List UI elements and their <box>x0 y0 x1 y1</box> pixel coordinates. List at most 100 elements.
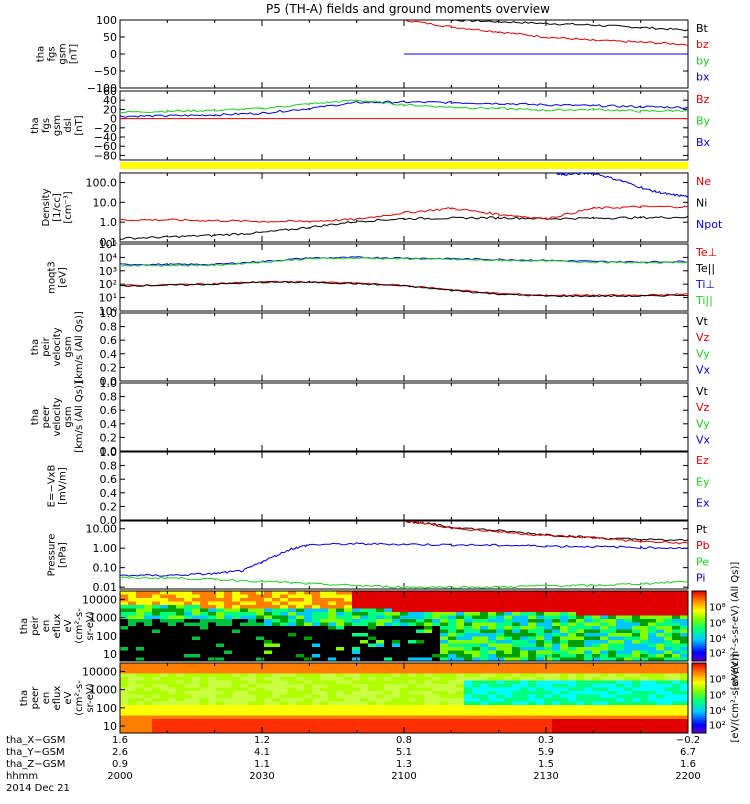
peer-spectrogram-cell <box>480 666 489 671</box>
peir-spectrogram-cell <box>584 629 593 634</box>
peir-spectrogram-cell <box>632 629 641 634</box>
peer-spectrogram-cell <box>544 691 553 695</box>
peir-spectrogram-cell <box>216 591 225 595</box>
peer-spectrogram-cell <box>216 670 225 674</box>
peer-spectrogram-cell <box>432 722 441 727</box>
peer-spectrogram-cell <box>256 701 265 706</box>
peer-spectrogram-cell <box>240 663 249 667</box>
peir-spectrogram-cell <box>648 608 657 613</box>
peir-spectrogram-cell <box>528 622 537 627</box>
peir-spectrogram-cell <box>552 640 561 644</box>
peir-spectrogram-cell <box>336 633 345 637</box>
peir-spectrogram-cell <box>120 608 129 613</box>
peer-spectrogram-cell <box>160 684 169 688</box>
peir-spectrogram-cell <box>496 619 505 623</box>
peer-spectrogram-cell <box>632 712 641 716</box>
peer-spectrogram-cell <box>456 719 465 723</box>
peir-spectrogram-ylabel-line: (cm²-s- <box>74 608 85 644</box>
peir-spectrogram-cell <box>472 591 481 595</box>
peer-spectrogram-cell <box>592 663 601 667</box>
peir-spectrogram-cell <box>576 654 585 658</box>
peir-spectrogram-cell <box>272 598 281 602</box>
peer-spectrogram-cell <box>232 719 241 723</box>
peir-spectrogram-cell <box>176 615 185 620</box>
peir-spectrogram-cell <box>328 636 337 641</box>
peer-spectrogram-cell <box>128 705 137 709</box>
peir-spectrogram-cell <box>160 622 169 627</box>
peir-spectrogram-cell <box>120 601 129 606</box>
peir-spectrogram-cell <box>568 619 577 623</box>
fgs-series-Bt <box>447 20 688 32</box>
peer-spectrogram-cell <box>672 684 681 688</box>
peer-spectrogram-cell <box>552 715 561 720</box>
pressure-ylabel-line: [nPa] <box>58 542 69 568</box>
peer-spectrogram-cell <box>160 715 169 720</box>
fgs-dsl-ytick-label: 0 <box>110 113 117 126</box>
peer-spectrogram-cell <box>624 698 633 702</box>
peir-velocity-ytick-label: 0.0 <box>100 375 118 388</box>
peir-spectrogram-cell <box>448 594 457 599</box>
peer-spectrogram-cell <box>680 670 689 674</box>
peer-spectrogram-cell <box>224 726 233 730</box>
peer-spectrogram-cell <box>400 705 409 709</box>
peer-spectrogram-cell <box>376 719 385 723</box>
peir-spectrogram-cell <box>552 619 561 623</box>
peer-spectrogram-cell <box>304 719 313 723</box>
peer-spectrogram-cell <box>320 698 329 702</box>
peir-spectrogram-cell <box>640 605 649 609</box>
peer-spectrogram-cell <box>296 663 305 667</box>
peir-spectrogram-cell <box>568 626 577 630</box>
peer-spectrogram-cell <box>440 729 449 734</box>
peer-spectrogram-cell <box>216 729 225 734</box>
peer-spectrogram-cell <box>656 712 665 716</box>
peer-spectrogram-cell <box>128 694 137 699</box>
peer-spectrogram-cell <box>128 726 137 730</box>
peer-spectrogram-cell <box>680 729 689 734</box>
peer-spectrogram-cell <box>176 705 185 709</box>
peer-spectrogram-cell <box>256 715 265 720</box>
peir-spectrogram-cell <box>464 601 473 606</box>
peir-spectrogram-cell <box>464 612 473 616</box>
peir-spectrogram-cell <box>144 605 153 609</box>
fgs-ylabel-line: fgs <box>47 46 58 61</box>
peer-spectrogram-cell <box>440 670 449 674</box>
peer-spectrogram-cell <box>640 715 649 720</box>
peir-spectrogram-cell <box>632 619 641 623</box>
peir-spectrogram-cell <box>208 608 217 613</box>
peir-spectrogram-cell <box>192 629 201 634</box>
peir-spectrogram-cell <box>432 608 441 613</box>
peir-spectrogram-ylabel-line: eV <box>63 619 74 632</box>
peer-spectrogram-cell <box>448 719 457 723</box>
peer-spectrogram-cell <box>368 677 377 681</box>
peir-spectrogram-cell <box>552 598 561 602</box>
peer-spectrogram-cell <box>496 694 505 699</box>
peir-spectrogram-cell <box>560 598 569 602</box>
peir-spectrogram-cell <box>296 629 305 634</box>
peer-spectrogram-cell <box>592 670 601 674</box>
peir-spectrogram-cell <box>256 605 265 609</box>
peir-spectrogram-cell <box>128 647 137 651</box>
peer-spectrogram-cell <box>312 684 321 688</box>
peir-spectrogram-cell <box>408 640 417 644</box>
peir-spectrogram-cell <box>680 640 689 644</box>
peer-spectrogram-cell <box>136 687 145 692</box>
peir-spectrogram-cell <box>544 615 553 620</box>
peer-spectrogram-cell <box>360 722 369 727</box>
peir-spectrogram-cell <box>552 591 561 595</box>
peer-spectrogram-cell <box>136 698 145 702</box>
peer-spectrogram-cell <box>624 712 633 716</box>
peir-spectrogram-cell <box>208 647 217 651</box>
peir-spectrogram-cell <box>360 601 369 606</box>
peir-spectrogram-cell <box>456 629 465 634</box>
peir-spectrogram-cell <box>480 657 489 662</box>
peir-spectrogram-cell <box>280 640 289 644</box>
peir-spectrogram-cell <box>416 629 425 634</box>
peir-spectrogram-cell <box>440 601 449 606</box>
peer-spectrogram-cell <box>656 680 665 685</box>
xaxis-tick-label: 2000 <box>107 771 132 782</box>
fgs-dsl-ytick-label: −20 <box>94 122 117 135</box>
peir-spectrogram-cell <box>680 591 689 595</box>
peer-spectrogram-cell <box>200 670 209 674</box>
peir-spectrogram-cell <box>304 612 313 616</box>
peer-spectrogram-cell <box>656 666 665 671</box>
